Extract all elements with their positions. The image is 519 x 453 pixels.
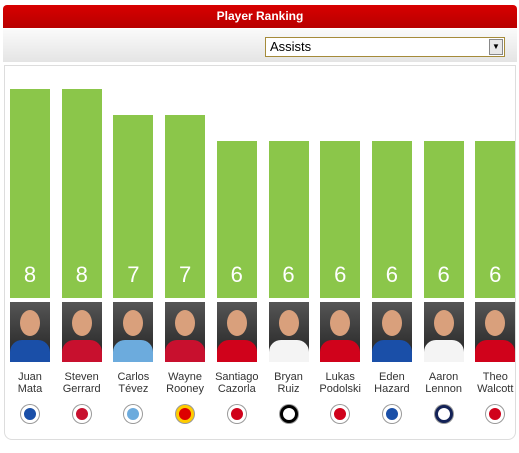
value-label: 6 — [334, 262, 347, 287]
player-name: Aaron Lennon — [418, 371, 470, 395]
player-name: Steven Gerrard — [56, 371, 108, 395]
player-name: Carlos Tévez — [107, 371, 159, 395]
player-name-text: Bryan Ruiz — [274, 371, 303, 395]
chart-panel — [4, 65, 516, 440]
bar — [10, 89, 50, 298]
player-name-text: Juan Mata — [17, 371, 43, 395]
dropdown-arrow[interactable]: ▼ — [489, 39, 503, 55]
club-logo — [382, 405, 401, 423]
club-logo — [279, 405, 298, 423]
player-photo — [320, 302, 361, 362]
club-logo — [486, 405, 505, 423]
player-name-text: Santiago Cazorla — [215, 371, 259, 395]
player-name: Juan Mata — [4, 371, 56, 395]
dropdown-value: Assists — [270, 39, 312, 54]
club-logo — [331, 405, 350, 423]
header-title: Player Ranking — [3, 5, 517, 28]
player-name-text: Steven Gerrard — [62, 371, 101, 395]
player-photo — [268, 302, 309, 362]
player-name-text: Aaron Lennon — [425, 371, 462, 395]
bar — [113, 115, 154, 298]
club-logo — [124, 405, 143, 423]
player-name: Wayne Rooney — [159, 371, 211, 395]
player-photo — [10, 302, 50, 362]
bar — [475, 141, 516, 298]
player-name: Eden Hazard — [366, 371, 418, 395]
player-name: Santiago Cazorla — [211, 371, 263, 395]
player-photo — [423, 302, 464, 362]
value-label: 7 — [127, 262, 140, 287]
bar — [61, 89, 102, 298]
player-photo — [475, 302, 516, 362]
value-label: 6 — [282, 262, 295, 287]
player-photo — [165, 302, 206, 362]
player-photo — [371, 302, 412, 362]
club-logo — [227, 405, 246, 423]
player-photo — [113, 302, 154, 362]
value-label: 7 — [178, 262, 192, 287]
player-name-text: Carlos Tévez — [117, 371, 150, 395]
bar — [371, 141, 412, 298]
value-label: 8 — [75, 262, 88, 287]
club-logo — [176, 405, 195, 423]
club-logo — [72, 405, 91, 423]
player-name-text: Eden Hazard — [374, 371, 410, 395]
bar — [268, 141, 309, 298]
player-name-text: Lukas Podolski — [319, 371, 361, 395]
value-label: 6 — [489, 262, 502, 287]
value-label: 6 — [385, 262, 399, 287]
bar — [216, 141, 257, 298]
value-label: 6 — [230, 262, 243, 287]
value-label: 8 — [23, 262, 37, 287]
bar — [320, 141, 361, 298]
player-name: Theo Walcott — [469, 371, 519, 395]
club-logo — [434, 405, 453, 423]
dropdown[interactable]: Assists ▼ — [265, 37, 505, 57]
player-name-text: Wayne Rooney — [166, 371, 205, 395]
value-label: 6 — [437, 262, 450, 287]
bar — [165, 115, 206, 298]
player-name: Lukas Podolski — [314, 371, 366, 395]
player-name: Bryan Ruiz — [263, 371, 315, 395]
club-logo — [21, 405, 39, 423]
player-photo — [216, 302, 257, 362]
bar — [423, 141, 464, 298]
player-name-text: Theo Walcott — [477, 371, 514, 395]
player-photo — [61, 302, 102, 362]
toolbar: Assists ▼ — [3, 29, 517, 62]
